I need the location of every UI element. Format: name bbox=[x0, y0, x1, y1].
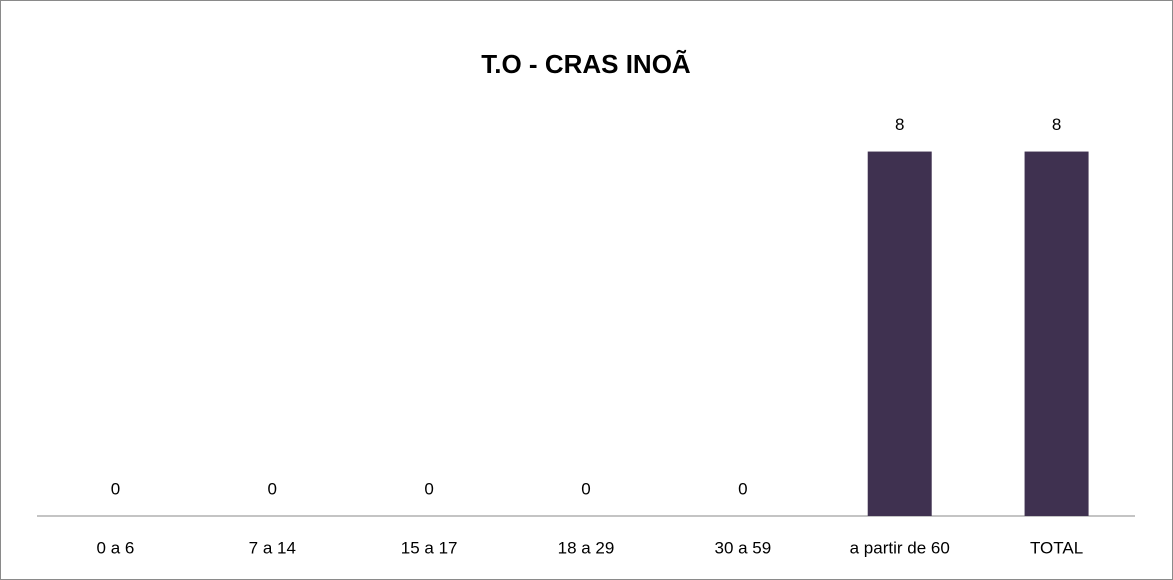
x-tick-label: a partir de 60 bbox=[850, 538, 950, 557]
x-tick-label: 7 a 14 bbox=[249, 538, 296, 557]
data-label: 0 bbox=[111, 479, 120, 498]
x-tick-label: 30 a 59 bbox=[714, 538, 771, 557]
data-label: 0 bbox=[581, 479, 590, 498]
bar bbox=[1024, 151, 1089, 517]
x-tick-label: 15 a 17 bbox=[401, 538, 458, 557]
x-tick-label: TOTAL bbox=[1030, 538, 1083, 557]
data-label: 8 bbox=[895, 115, 904, 134]
chart-title: T.O - CRAS INOÃ bbox=[481, 49, 691, 79]
data-label: 0 bbox=[738, 479, 747, 498]
bar bbox=[867, 151, 932, 517]
x-tick-label: 0 a 6 bbox=[97, 538, 135, 557]
data-label: 0 bbox=[268, 479, 277, 498]
x-tick-label: 18 a 29 bbox=[558, 538, 615, 557]
data-label: 0 bbox=[424, 479, 433, 498]
data-label: 8 bbox=[1052, 115, 1061, 134]
